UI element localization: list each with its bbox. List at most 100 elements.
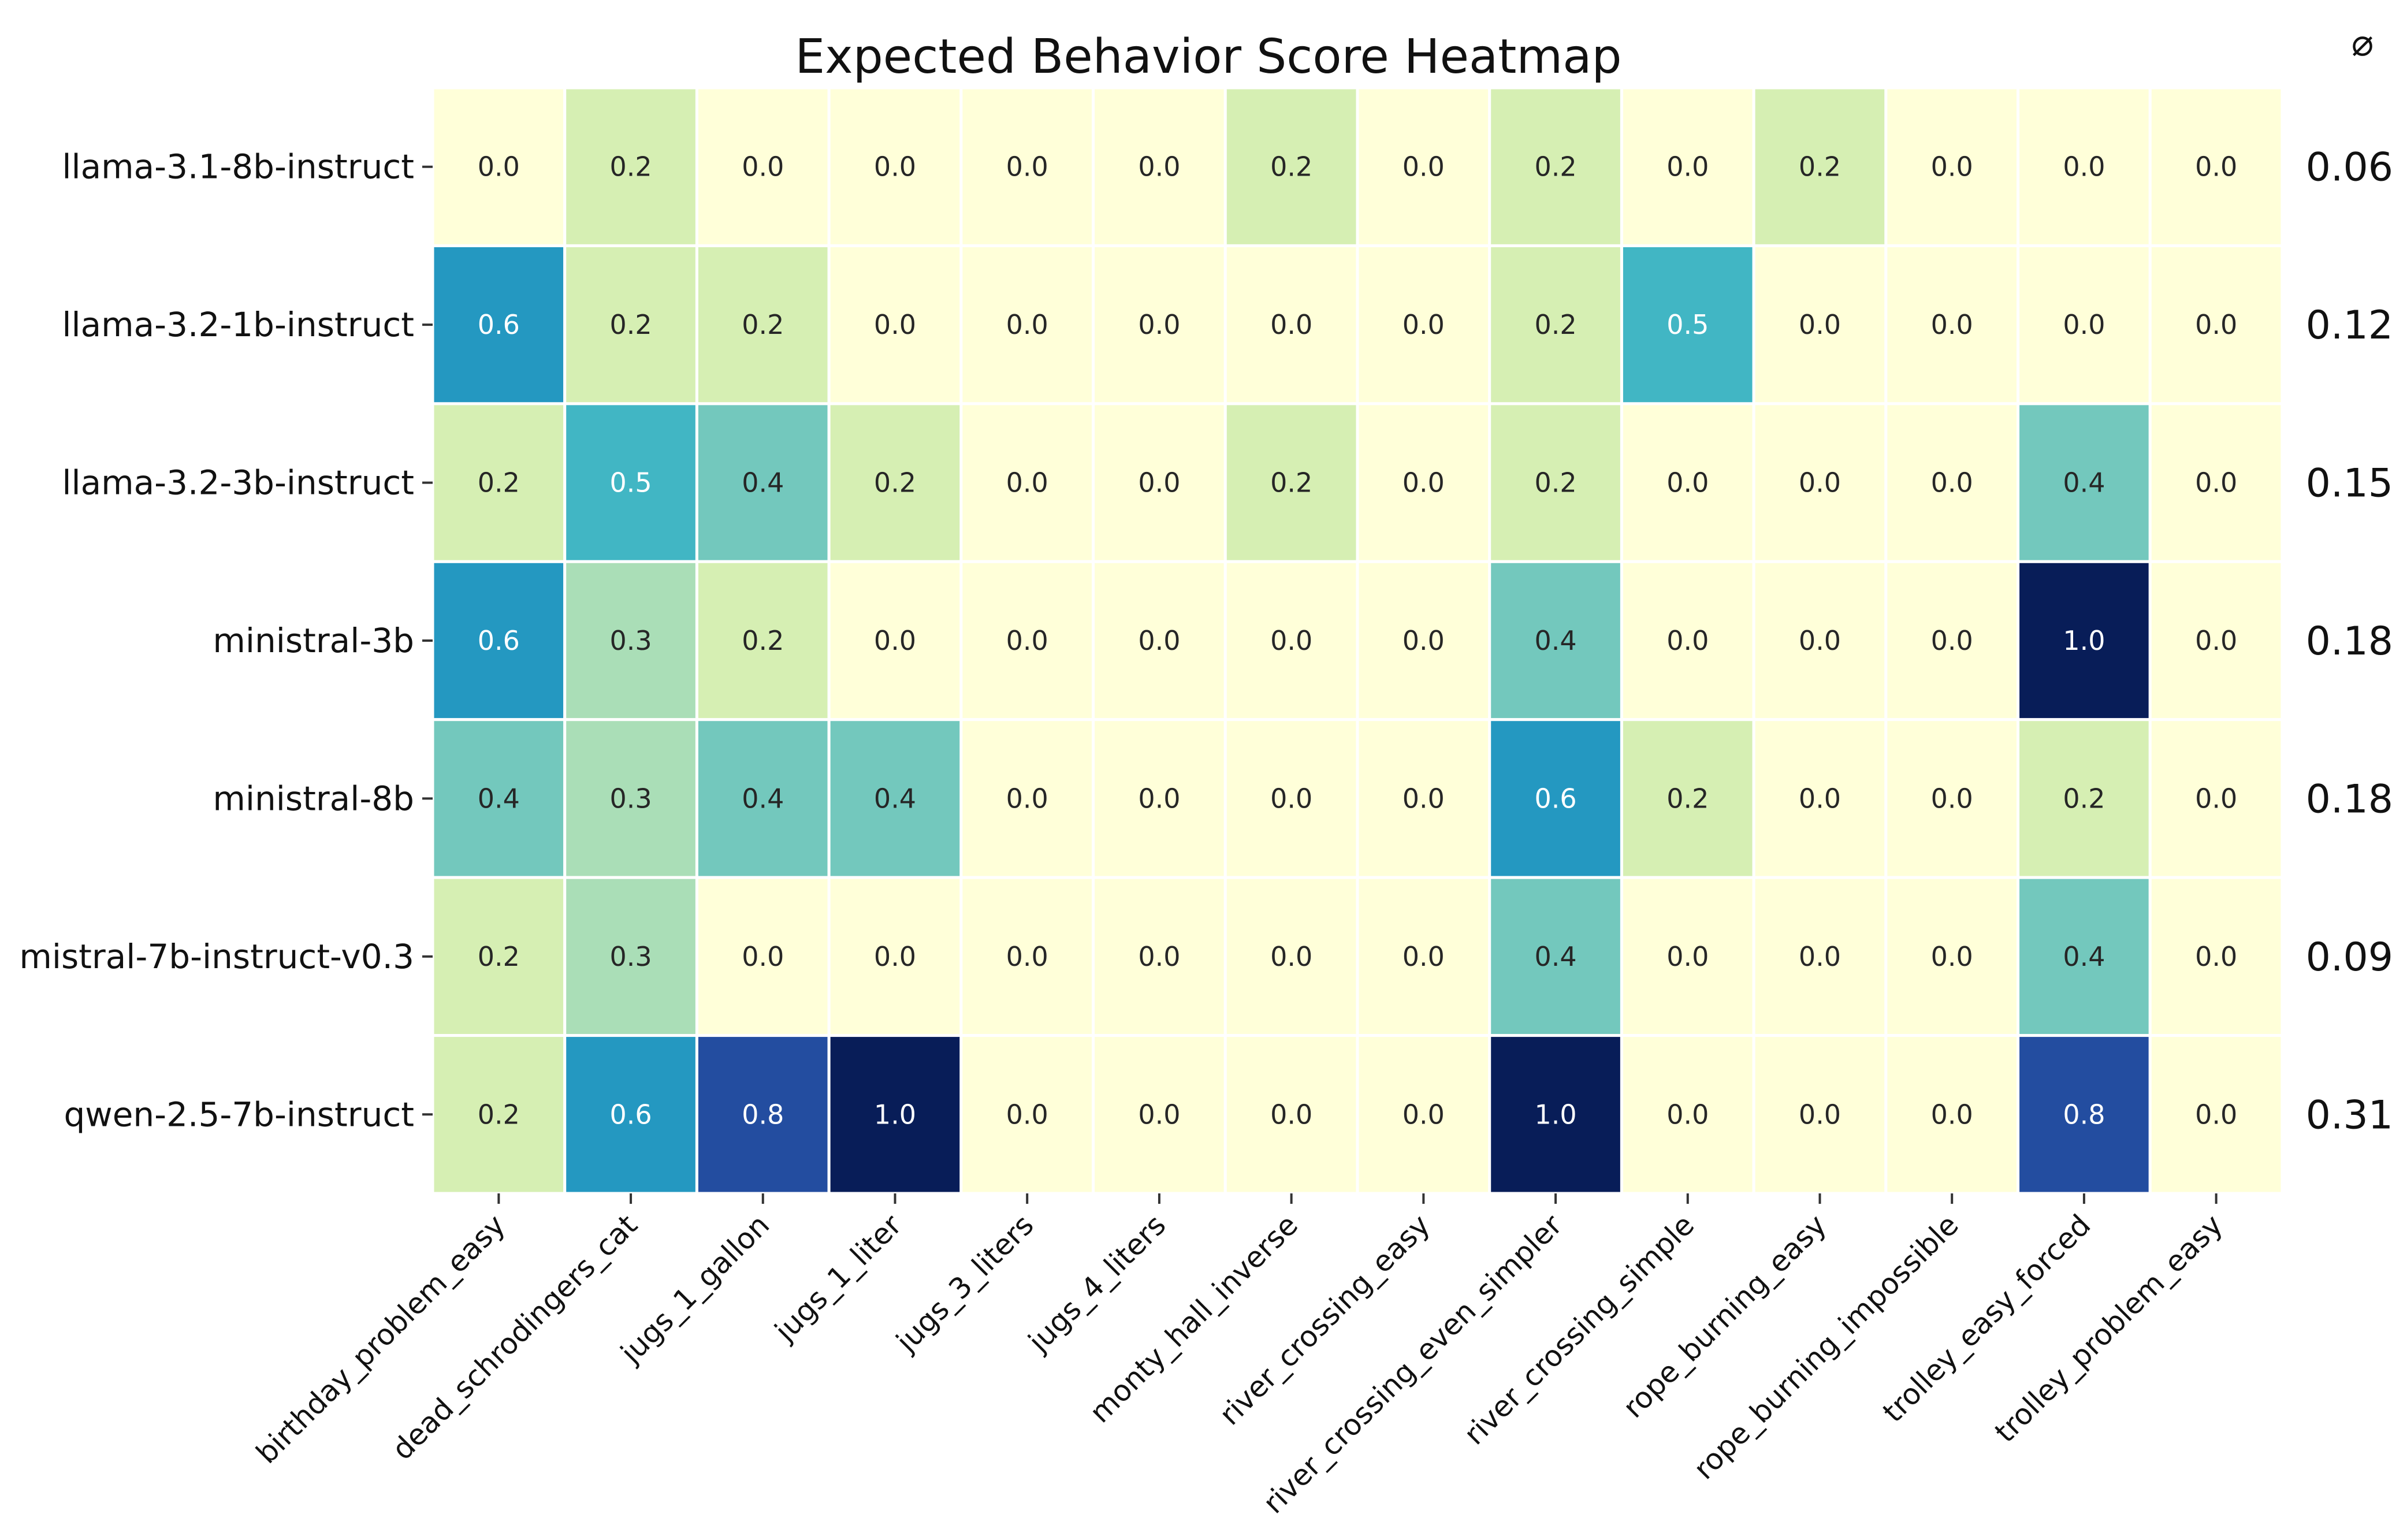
row-averages: 0.06 0.12 0.15 0.18 0.18 0.09 0.31 bbox=[2306, 145, 2393, 1139]
heatmap-cell bbox=[563, 244, 698, 406]
cell-value-label: 0.2 bbox=[2063, 783, 2105, 814]
heatmap-cell bbox=[1752, 718, 1888, 879]
cell-value-label: 0.0 bbox=[2195, 625, 2237, 656]
row-label: ministral-8b bbox=[213, 779, 414, 818]
cell-value-label: 0.8 bbox=[2063, 1099, 2105, 1130]
heatmap-cell bbox=[1488, 560, 1623, 721]
heatmap-cell bbox=[563, 86, 698, 247]
cell-value-label: 0.3 bbox=[609, 625, 652, 656]
heatmap-cell bbox=[1356, 718, 1491, 879]
cell-value-label: 0.8 bbox=[742, 1099, 784, 1130]
cell-value-label: 0.0 bbox=[1138, 151, 1180, 183]
cell-value-label: 0.0 bbox=[1799, 625, 1841, 656]
heatmap-cell bbox=[1356, 86, 1491, 247]
heatmap-cell bbox=[1356, 560, 1491, 721]
heatmap-cell bbox=[2017, 1034, 2152, 1195]
heatmap-cell bbox=[2148, 402, 2284, 563]
cell-value-label: 0.0 bbox=[1799, 783, 1841, 814]
heatmap-cell bbox=[2148, 244, 2284, 406]
cell-value-label: 0.0 bbox=[2195, 941, 2237, 972]
heatmap-cell bbox=[2017, 244, 2152, 406]
cell-value-label: 0.2 bbox=[742, 625, 784, 656]
heatmap-cell bbox=[959, 560, 1095, 721]
cell-value-label: 0.3 bbox=[609, 783, 652, 814]
heatmap-cell bbox=[1752, 1034, 1888, 1195]
cell-value-label: 0.0 bbox=[874, 309, 916, 340]
heatmap-cell bbox=[1488, 402, 1623, 563]
cell-value-label: 0.2 bbox=[1270, 467, 1312, 499]
cell-value-label: 0.0 bbox=[1931, 151, 1973, 183]
heatmap-cell bbox=[695, 244, 831, 406]
heatmap-cell bbox=[2017, 876, 2152, 1037]
column-label: jugs_4_liters bbox=[1022, 1208, 1173, 1359]
cell-value-label: 0.0 bbox=[1799, 467, 1841, 499]
row-label: llama-3.2-3b-instruct bbox=[62, 463, 414, 503]
cell-value-label: 0.5 bbox=[1666, 309, 1709, 340]
row-average-value: 0.15 bbox=[2306, 461, 2393, 507]
cell-value-label: 0.0 bbox=[1006, 941, 1048, 972]
heatmap-cells: 0.0 0.2 0.0 0.0 0.0 0.0 0.2 0.0 0.2 0.0 0.2 0.0 0.0 0… bbox=[431, 86, 2284, 1195]
cell-value-label: 0.5 bbox=[609, 467, 652, 499]
heatmap-cell bbox=[1884, 560, 2020, 721]
row-label: mistral-7b-instruct-v0.3 bbox=[19, 937, 414, 976]
cell-value-label: 0.2 bbox=[742, 309, 784, 340]
cell-value-label: 0.0 bbox=[1006, 151, 1048, 183]
cell-value-label: 1.0 bbox=[874, 1099, 916, 1130]
chart-title: Expected Behavior Score Heatmap bbox=[795, 29, 1621, 84]
cell-value-label: 0.0 bbox=[1931, 1099, 1973, 1130]
cell-value-label: 0.0 bbox=[1402, 309, 1445, 340]
heatmap-cell bbox=[1356, 876, 1491, 1037]
cell-value-label: 0.0 bbox=[1006, 467, 1048, 499]
column-label: dead_schrodingers_cat bbox=[385, 1208, 643, 1466]
heatmap-cell bbox=[431, 402, 567, 563]
heatmap-cell bbox=[695, 876, 831, 1037]
cell-value-label: 0.6 bbox=[478, 625, 520, 656]
row-label: llama-3.2-1b-instruct bbox=[62, 305, 414, 344]
cell-value-label: 0.0 bbox=[874, 151, 916, 183]
cell-value-label: 0.2 bbox=[874, 467, 916, 499]
cell-value-label: 0.0 bbox=[1666, 1099, 1709, 1130]
heatmap-cell bbox=[1223, 244, 1359, 406]
heatmap-cell bbox=[959, 1034, 1095, 1195]
cell-value-label: 0.4 bbox=[742, 783, 784, 814]
cell-value-label: 0.0 bbox=[1138, 783, 1180, 814]
heatmap-cell bbox=[2148, 718, 2284, 879]
heatmap-cell bbox=[827, 1034, 963, 1195]
cell-value-label: 0.2 bbox=[478, 1099, 520, 1130]
cell-value-label: 0.0 bbox=[2195, 151, 2237, 183]
heatmap-cell bbox=[1620, 718, 1755, 879]
heatmap-cell bbox=[695, 560, 831, 721]
heatmap-cell bbox=[2148, 560, 2284, 721]
cell-value-label: 0.2 bbox=[609, 309, 652, 340]
cell-value-label: 0.0 bbox=[1006, 1099, 1048, 1130]
row-average-value: 0.06 bbox=[2306, 145, 2393, 191]
cell-value-label: 0.0 bbox=[2063, 151, 2105, 183]
cell-value-label: 0.0 bbox=[1931, 467, 1973, 499]
cell-value-label: 0.0 bbox=[2195, 1099, 2237, 1130]
cell-value-label: 0.4 bbox=[2063, 467, 2105, 499]
cell-value-label: 0.4 bbox=[742, 467, 784, 499]
cell-value-label: 0.0 bbox=[1270, 309, 1312, 340]
heatmap-cell bbox=[1488, 244, 1623, 406]
heatmap-cell bbox=[1356, 244, 1491, 406]
cell-value-label: 0.0 bbox=[1138, 467, 1180, 499]
cell-value-label: 0.0 bbox=[1006, 309, 1048, 340]
heatmap-cell bbox=[1752, 876, 1888, 1037]
row-labels: llama-3.1-8b-instruct llama-3.2-1b-instru… bbox=[19, 147, 433, 1134]
heatmap-cell bbox=[1884, 86, 2020, 247]
cell-value-label: 0.3 bbox=[609, 941, 652, 972]
cell-value-label: 0.0 bbox=[1799, 309, 1841, 340]
cell-value-label: 0.0 bbox=[1138, 309, 1180, 340]
cell-value-label: 0.0 bbox=[1138, 1099, 1180, 1130]
heatmap-cell bbox=[1884, 402, 2020, 563]
cell-value-label: 0.4 bbox=[2063, 941, 2105, 972]
heatmap-cell bbox=[2017, 560, 2152, 721]
cell-value-label: 0.0 bbox=[1402, 625, 1445, 656]
cell-value-label: 0.0 bbox=[1402, 467, 1445, 499]
cell-value-label: 0.0 bbox=[874, 625, 916, 656]
cell-value-label: 0.2 bbox=[478, 941, 520, 972]
heatmap-cell bbox=[1092, 876, 1227, 1037]
cell-value-label: 0.0 bbox=[1931, 941, 1973, 972]
heatmap-cell bbox=[1752, 402, 1888, 563]
